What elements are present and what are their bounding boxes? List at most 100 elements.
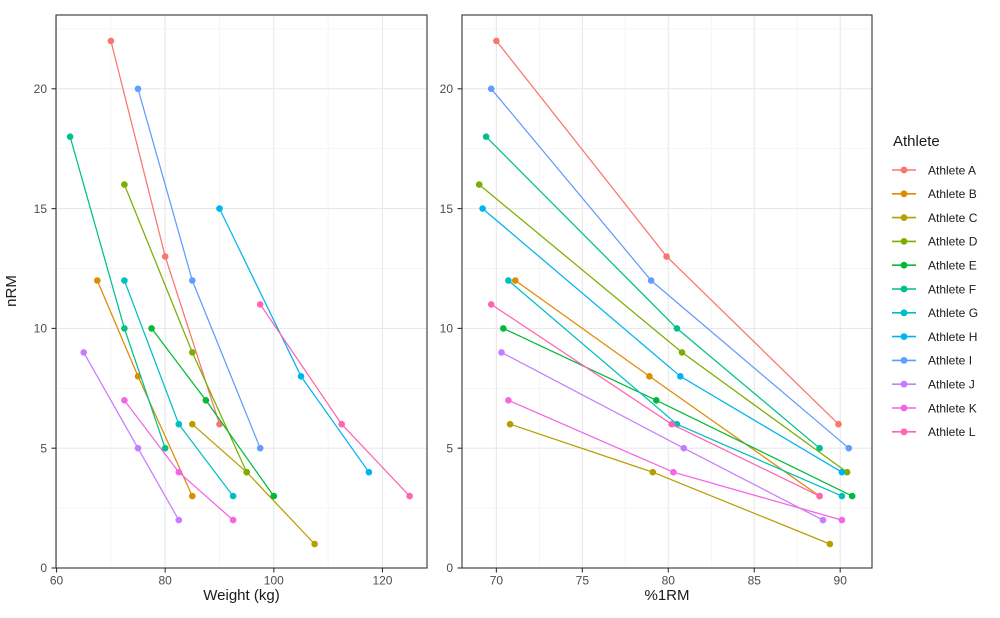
- legend-title: Athlete: [893, 133, 940, 150]
- x-axis-title-weight: Weight (kg): [203, 587, 279, 604]
- data-point-athlete-d: [843, 468, 851, 476]
- panel-border: [55, 14, 428, 569]
- data-point-athlete-l: [668, 420, 675, 428]
- legend-entry-label: Athlete J: [928, 378, 975, 392]
- data-point-athlete-j: [134, 444, 142, 452]
- y-tick-label: 15: [440, 202, 454, 216]
- legend-entry-label: Athlete B: [928, 187, 977, 201]
- data-point-athlete-f: [673, 325, 681, 332]
- data-point-athlete-c: [189, 420, 196, 428]
- data-point-athlete-e: [500, 325, 507, 332]
- legend-entry-label: Athlete E: [928, 259, 977, 273]
- legend-entry-athlete-a: Athlete A: [892, 163, 976, 177]
- data-point-athlete-j: [498, 349, 505, 356]
- data-point-athlete-f: [816, 444, 823, 452]
- series-athlete-i: [487, 85, 853, 452]
- y-tick-label: 20: [34, 82, 48, 96]
- series-athlete-a: [493, 37, 842, 428]
- series-athlete-k: [505, 397, 846, 524]
- data-point-athlete-e: [270, 492, 278, 500]
- data-point-athlete-h: [365, 468, 373, 476]
- data-point-athlete-c: [826, 540, 834, 548]
- series-athlete-k: [121, 397, 237, 524]
- legend-entry-label: Athlete C: [928, 211, 978, 225]
- data-point-athlete-k: [505, 397, 512, 404]
- series-athlete-j: [80, 349, 183, 524]
- data-point-athlete-e: [202, 397, 210, 404]
- data-point-athlete-k: [838, 516, 846, 524]
- data-point-athlete-b: [646, 373, 653, 380]
- legend-entry-athlete-b: Athlete B: [892, 187, 977, 201]
- data-point-athlete-d: [121, 181, 128, 188]
- data-point-athlete-c: [506, 420, 514, 428]
- x-tick-label: 80: [662, 574, 676, 588]
- panel-border: [461, 14, 873, 569]
- data-point-athlete-e: [148, 325, 155, 332]
- data-point-athlete-i: [256, 444, 264, 452]
- y-tick-label: 20: [440, 82, 454, 96]
- legend-key-point-icon: [900, 214, 908, 222]
- legend-entry-label: Athlete A: [928, 163, 976, 177]
- x-tick-label: 85: [748, 574, 762, 588]
- legend-entry-athlete-g: Athlete G: [892, 306, 978, 320]
- data-point-athlete-g: [175, 420, 183, 428]
- data-point-athlete-d: [678, 349, 686, 356]
- data-point-athlete-j: [80, 349, 87, 356]
- data-point-athlete-a: [835, 420, 842, 428]
- x-tick-label: 60: [50, 574, 64, 588]
- data-point-athlete-b: [512, 277, 519, 284]
- data-point-athlete-l: [256, 301, 264, 308]
- data-point-athlete-j: [819, 516, 827, 524]
- legend-entry-athlete-h: Athlete H: [892, 330, 977, 344]
- data-point-athlete-k: [670, 468, 677, 476]
- data-point-athlete-g: [505, 277, 512, 284]
- x-tick-label: 120: [372, 574, 392, 588]
- legend-key-point-icon: [900, 309, 908, 317]
- data-point-athlete-a: [107, 37, 115, 45]
- data-point-athlete-d: [243, 468, 250, 476]
- legend-entry-label: Athlete G: [928, 306, 978, 320]
- series-athlete-c: [506, 420, 834, 548]
- series-athlete-h: [479, 205, 846, 476]
- y-tick-label: 15: [34, 202, 48, 216]
- legend-entry-athlete-k: Athlete K: [892, 401, 977, 415]
- legend-key-point-icon: [900, 333, 908, 340]
- y-tick-label: 10: [34, 322, 48, 336]
- x-tick-label: 80: [159, 574, 173, 588]
- y-tick-label: 5: [40, 441, 47, 455]
- data-point-athlete-f: [482, 133, 490, 140]
- series-athlete-e: [500, 325, 856, 500]
- data-point-athlete-g: [838, 492, 846, 500]
- legend-entry-athlete-l: Athlete L: [892, 425, 976, 439]
- data-point-athlete-a: [493, 37, 500, 45]
- data-point-athlete-l: [816, 492, 823, 500]
- panel-weight: 60 80 100 120 0 5 10 15 20 Weight (kg) nRM: [3, 14, 428, 604]
- data-point-athlete-l: [406, 492, 413, 500]
- data-point-athlete-k: [121, 397, 128, 404]
- data-point-athlete-h: [216, 205, 223, 212]
- series-athlete-d: [475, 181, 851, 476]
- data-point-athlete-h: [297, 373, 305, 380]
- data-point-athlete-e: [848, 492, 856, 500]
- data-point-athlete-i: [134, 85, 142, 93]
- data-point-athlete-g: [121, 277, 128, 284]
- series-athlete-l: [256, 301, 413, 500]
- legend-entry-athlete-j: Athlete J: [892, 378, 975, 392]
- legend-entry-label: Athlete H: [928, 330, 977, 344]
- legend-key-point-icon: [900, 285, 908, 293]
- y-axis-title: nRM: [3, 275, 20, 307]
- legend-entry-label: Athlete L: [928, 425, 976, 439]
- data-point-athlete-a: [663, 253, 670, 260]
- legend-key-point-icon: [900, 428, 908, 436]
- legend-key-point-icon: [900, 404, 908, 412]
- x-tick-label: 70: [490, 574, 504, 588]
- data-point-athlete-b: [94, 277, 101, 284]
- data-point-athlete-h: [838, 468, 846, 476]
- legend-entry-label: Athlete F: [928, 282, 976, 296]
- data-point-athlete-f: [66, 133, 74, 140]
- legend-entry-label: Athlete K: [928, 401, 977, 415]
- series-athlete-f: [66, 133, 169, 452]
- legend-key-point-icon: [900, 261, 908, 269]
- data-point-athlete-d: [475, 181, 483, 188]
